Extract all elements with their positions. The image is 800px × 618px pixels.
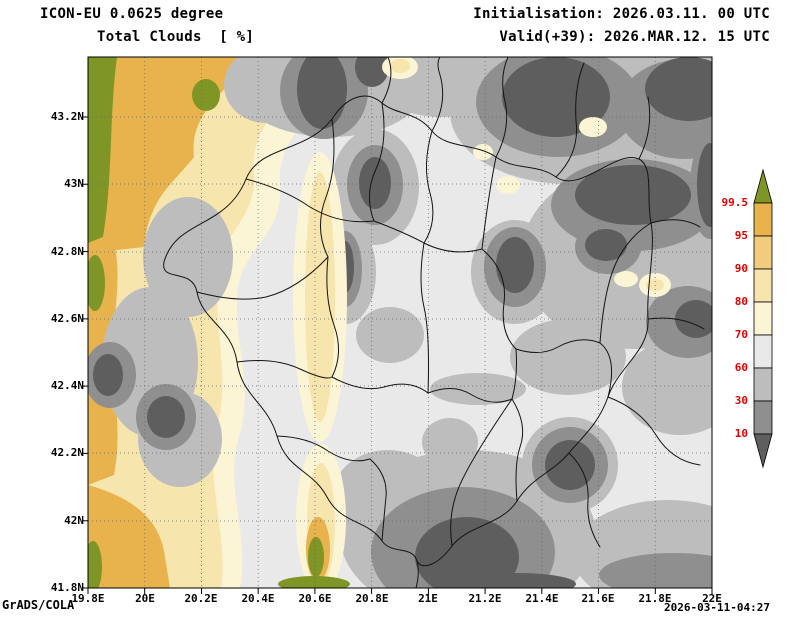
x-axis-tick-label: 20E (135, 592, 155, 605)
legend-label: 30 (734, 394, 748, 407)
x-axis-tick-label: 21.8E (638, 592, 672, 605)
grads-credit: GrADS/COLA (2, 598, 75, 612)
variable-title: Total Clouds [ %] (97, 29, 255, 45)
x-axis-tick-label: 21.2E (468, 592, 502, 605)
x-axis-tick-label: 20.6E (298, 592, 332, 605)
legend-band (753, 400, 773, 435)
x-axis-tick-label: 20.4E (241, 592, 275, 605)
axis-ticks (82, 116, 713, 594)
model-title: ICON-EU 0.0625 degree (40, 6, 224, 22)
x-axis-tick-label: 20.2E (184, 592, 218, 605)
x-axis-tick-label: 21.4E (525, 592, 559, 605)
legend-label: 99.5 (721, 196, 749, 209)
y-axis-tick-label: 42N (64, 514, 84, 527)
legend-label: 60 (734, 361, 748, 374)
color-legend (753, 168, 773, 469)
y-axis-tick-label: 42.4N (50, 379, 84, 392)
x-axis-tick-label: 20.8E (355, 592, 389, 605)
legend-label: 95 (734, 229, 748, 242)
legend-band (753, 268, 773, 303)
legend-band (753, 235, 773, 270)
legend-band (753, 301, 773, 336)
legend-label: 10 (734, 427, 748, 440)
country-borders (163, 57, 705, 588)
creation-timestamp: 2026-03-11-04:27 (664, 601, 770, 614)
x-axis-tick-label: 22E (702, 592, 722, 605)
y-axis-tick-label: 43.2N (50, 110, 84, 123)
y-axis-tick-label: 42.8N (50, 245, 84, 258)
valid-time-label: Valid(+39): 2026.MAR.12. 15 UTC (499, 29, 770, 45)
y-axis-tick-label: 41.8N (50, 581, 84, 594)
x-axis-tick-label: 21E (418, 592, 438, 605)
y-axis-tick-label: 43N (64, 177, 84, 190)
legend-label: 70 (734, 328, 748, 341)
grid-lines (88, 57, 712, 588)
y-axis-tick-label: 42.2N (50, 446, 84, 459)
legend-label: 90 (734, 262, 748, 275)
legend-min-arrow (753, 433, 773, 469)
legend-max-arrow (753, 168, 773, 204)
legend-band (753, 334, 773, 369)
init-time-label: Initialisation: 2026.03.11. 00 UTC (473, 6, 770, 22)
x-axis-tick-label: 19.8E (71, 592, 105, 605)
legend-band (753, 202, 773, 237)
legend-label: 80 (734, 295, 748, 308)
cloud-field (88, 57, 712, 588)
x-axis-tick-label: 21.6E (581, 592, 615, 605)
y-axis-tick-label: 42.6N (50, 312, 84, 325)
legend-band (753, 367, 773, 402)
map-frame (87, 56, 713, 589)
